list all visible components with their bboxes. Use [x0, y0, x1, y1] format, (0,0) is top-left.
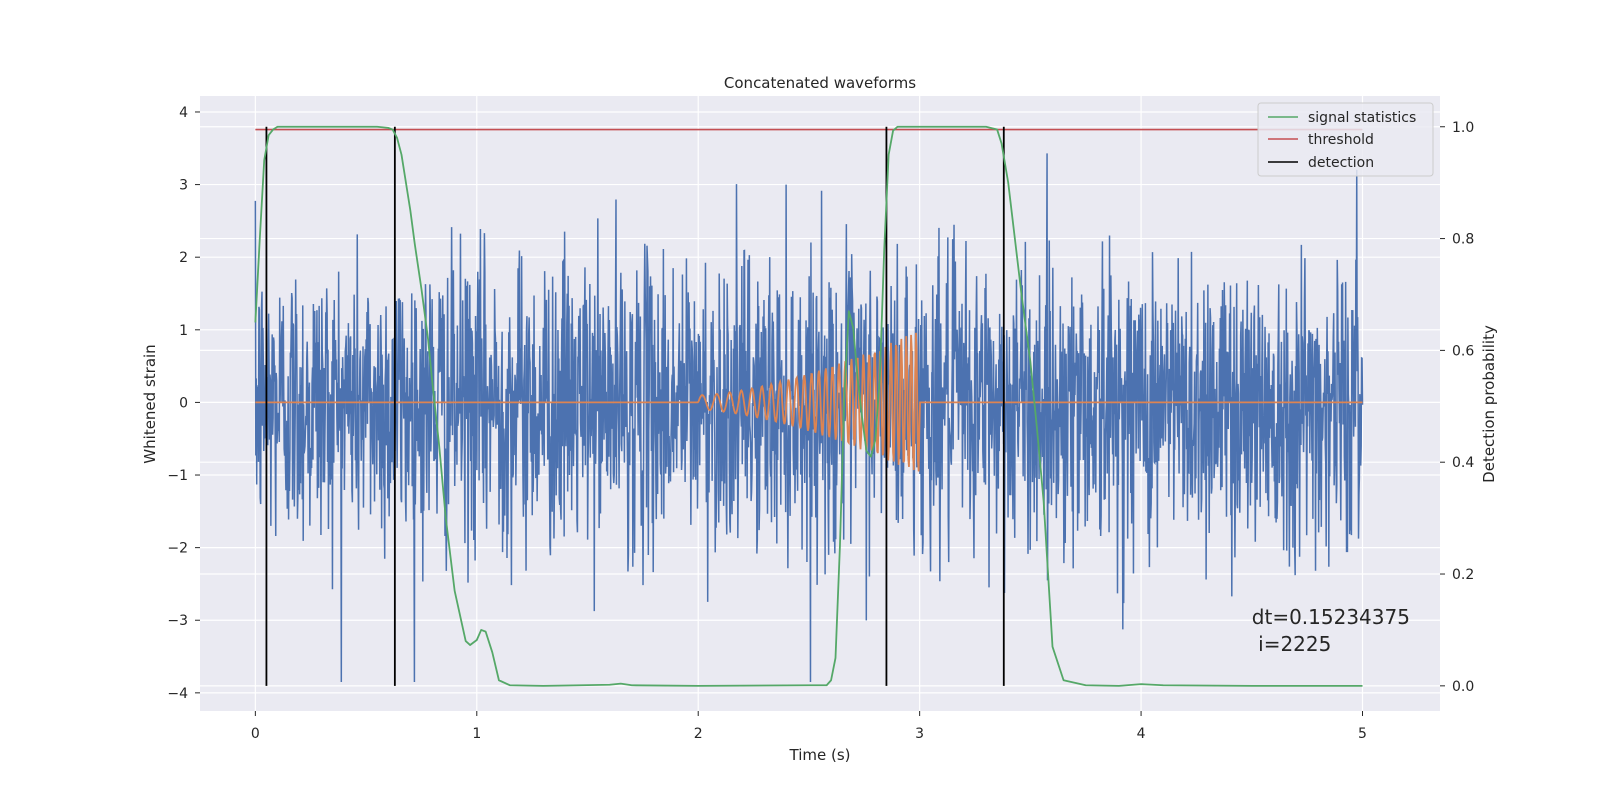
legend: signal statistics threshold detection — [1257, 102, 1434, 177]
y-axis-label-right: Detection probability — [1480, 325, 1498, 483]
y-tick-label: 4 — [179, 105, 188, 121]
y-tick-label: 3 — [179, 178, 188, 194]
waveform-series — [255, 332, 1363, 472]
y-axis-right: 0.0 0.2 0.4 0.6 0.8 1.0 — [1440, 120, 1474, 695]
x-tick-label: 0 — [251, 726, 260, 742]
legend-box — [1257, 102, 1434, 177]
y-tick-label: 1 — [179, 323, 188, 339]
x-tick-label: 3 — [915, 726, 924, 742]
noise-series — [254, 153, 1364, 682]
annotation-i: i=2225 — [1252, 632, 1332, 656]
y-right-tick-label: 0.0 — [1452, 679, 1474, 695]
x-axis: 0 1 2 3 4 5 — [251, 711, 1367, 742]
y-axis-label: Whitened strain — [141, 344, 159, 463]
y-tick-label: 2 — [179, 250, 188, 266]
y-axis-left: −4 −3 −2 −1 0 1 2 3 4 — [167, 105, 200, 702]
y-right-tick-label: 1.0 — [1452, 120, 1474, 136]
legend-label-threshold: threshold — [1308, 132, 1374, 148]
y-right-tick-label: 0.6 — [1452, 343, 1474, 359]
y-tick-label: −1 — [167, 468, 188, 484]
annotation-dt: dt=0.15234375 — [1252, 605, 1410, 629]
y-tick-label: 0 — [179, 395, 188, 411]
y-tick-label: −3 — [167, 613, 188, 629]
y-right-tick-label: 0.4 — [1452, 455, 1474, 471]
x-tick-label: 2 — [694, 726, 703, 742]
signal-statistics-series — [254, 125, 1363, 687]
y-right-tick-label: 0.8 — [1452, 232, 1474, 248]
x-tick-label: 1 — [472, 726, 481, 742]
y-right-tick-label: 0.2 — [1452, 567, 1474, 583]
legend-label-detection: detection — [1308, 155, 1374, 171]
x-axis-label: Time (s) — [789, 746, 851, 764]
legend-label-signal-statistics: signal statistics — [1308, 110, 1416, 126]
x-tick-label: 5 — [1358, 726, 1367, 742]
chart-title: Concatenated waveforms — [724, 74, 916, 92]
y-tick-label: −2 — [167, 541, 188, 557]
x-tick-label: 4 — [1137, 726, 1146, 742]
plot-area — [254, 125, 1364, 687]
y-tick-label: −4 — [167, 686, 188, 702]
